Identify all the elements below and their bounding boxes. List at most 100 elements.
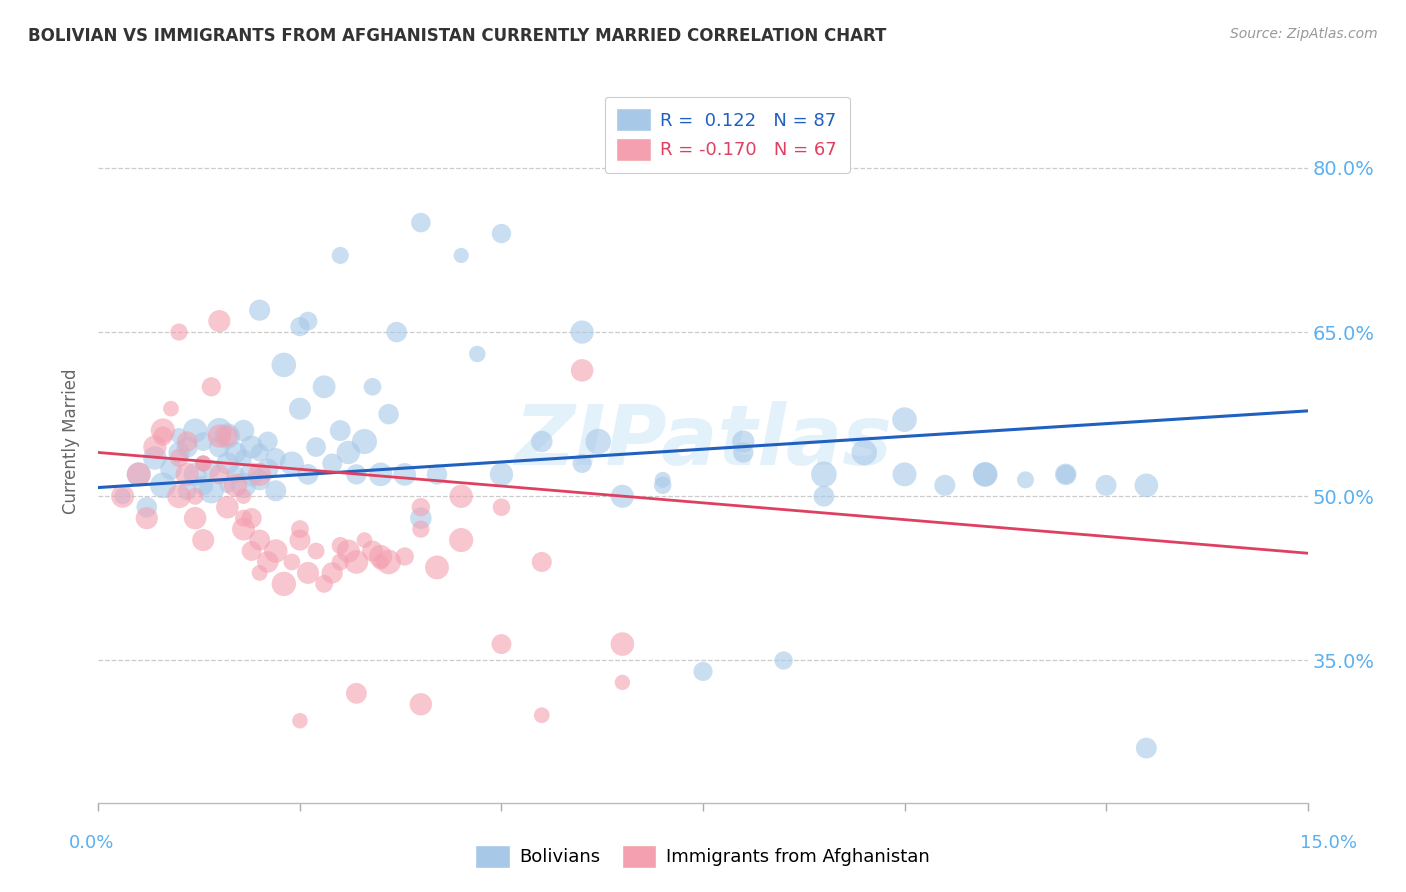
Point <box>409 500 432 515</box>
Point <box>264 483 287 498</box>
Point <box>321 566 343 580</box>
Point <box>813 489 835 503</box>
Point <box>530 555 553 569</box>
Point <box>288 522 311 536</box>
Point <box>426 560 449 574</box>
Point <box>426 467 449 482</box>
Point <box>184 424 207 438</box>
Point <box>409 698 432 712</box>
Point <box>394 467 416 482</box>
Point <box>217 429 239 443</box>
Point <box>530 708 553 723</box>
Point <box>1135 478 1157 492</box>
Point <box>409 216 432 230</box>
Point <box>160 462 183 476</box>
Point <box>893 467 915 482</box>
Point <box>232 424 254 438</box>
Point <box>249 473 271 487</box>
Point <box>305 440 328 454</box>
Point <box>853 445 876 459</box>
Point <box>217 500 239 515</box>
Point <box>974 467 997 482</box>
Point <box>208 424 231 438</box>
Point <box>491 467 513 482</box>
Point <box>1054 467 1077 482</box>
Point <box>232 511 254 525</box>
Point <box>281 457 304 471</box>
Point <box>733 434 755 449</box>
Point <box>128 467 150 482</box>
Point <box>176 467 198 482</box>
Point <box>152 478 174 492</box>
Point <box>217 457 239 471</box>
Point <box>297 467 319 482</box>
Text: Source: ZipAtlas.com: Source: ZipAtlas.com <box>1230 27 1378 41</box>
Point <box>208 467 231 482</box>
Point <box>184 489 207 503</box>
Point <box>491 637 513 651</box>
Legend: R =  0.122   N = 87, R = -0.170   N = 67: R = 0.122 N = 87, R = -0.170 N = 67 <box>605 96 849 172</box>
Point <box>288 401 311 416</box>
Point <box>305 544 328 558</box>
Point <box>353 533 375 547</box>
Text: 15.0%: 15.0% <box>1301 834 1357 852</box>
Point <box>232 478 254 492</box>
Point <box>1014 473 1036 487</box>
Point <box>135 511 157 525</box>
Point <box>772 653 794 667</box>
Point <box>337 544 360 558</box>
Point <box>370 549 392 564</box>
Point <box>184 511 207 525</box>
Point <box>208 440 231 454</box>
Point <box>651 478 673 492</box>
Point <box>256 555 278 569</box>
Point <box>329 555 352 569</box>
Point <box>249 303 271 318</box>
Point <box>571 325 593 339</box>
Point <box>344 555 367 569</box>
Point <box>167 450 190 465</box>
Point <box>361 380 384 394</box>
Point <box>232 450 254 465</box>
Y-axis label: Currently Married: Currently Married <box>62 368 80 515</box>
Point <box>1135 741 1157 756</box>
Point <box>337 445 360 459</box>
Point <box>465 347 488 361</box>
Point <box>256 462 278 476</box>
Text: 0.0%: 0.0% <box>69 834 114 852</box>
Point <box>450 533 472 547</box>
Point <box>385 325 408 339</box>
Point <box>409 511 432 525</box>
Point <box>240 440 263 454</box>
Point <box>297 314 319 328</box>
Point <box>1095 478 1118 492</box>
Point <box>176 483 198 498</box>
Point <box>143 440 166 454</box>
Legend: Bolivians, Immigrants from Afghanistan: Bolivians, Immigrants from Afghanistan <box>470 838 936 874</box>
Point <box>232 522 254 536</box>
Point <box>249 533 271 547</box>
Point <box>297 566 319 580</box>
Point <box>232 489 254 503</box>
Point <box>370 467 392 482</box>
Point <box>167 325 190 339</box>
Point <box>409 522 432 536</box>
Point <box>167 429 190 443</box>
Point <box>208 429 231 443</box>
Point <box>193 434 215 449</box>
Point <box>217 478 239 492</box>
Point <box>329 539 352 553</box>
Point <box>249 566 271 580</box>
Point <box>135 500 157 515</box>
Point <box>377 407 399 421</box>
Point <box>273 358 295 372</box>
Point <box>329 248 352 262</box>
Point <box>288 533 311 547</box>
Point <box>281 555 304 569</box>
Point <box>586 434 609 449</box>
Point <box>353 434 375 449</box>
Point <box>893 412 915 426</box>
Point <box>111 489 134 503</box>
Point <box>813 467 835 482</box>
Point <box>288 319 311 334</box>
